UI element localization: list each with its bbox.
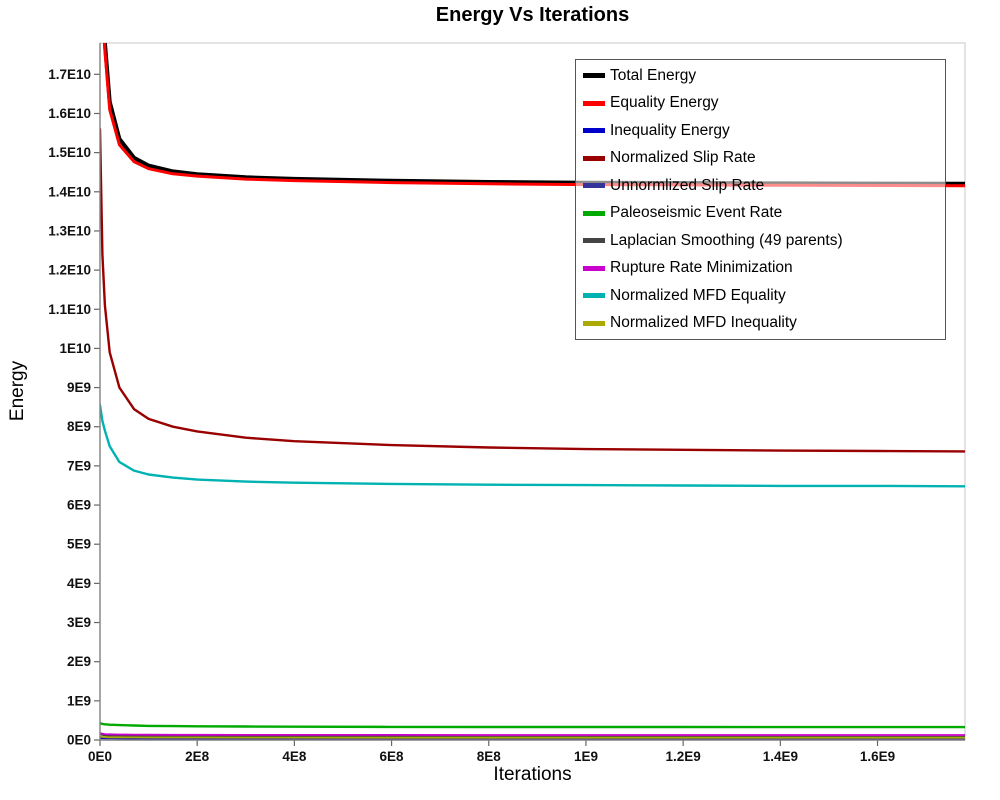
- legend-item: Total Energy: [576, 67, 945, 85]
- y-tick-label: 3E9: [67, 615, 91, 630]
- x-tick-label: 2E8: [185, 749, 210, 764]
- x-tick-label: 8E8: [477, 749, 502, 764]
- chart-title: Energy Vs Iterations: [435, 4, 630, 26]
- legend-label: Normalized MFD Equality: [610, 286, 786, 304]
- legend-label: Total Energy: [610, 66, 697, 84]
- legend-swatch: [583, 100, 605, 106]
- legend-swatch: [583, 128, 605, 134]
- legend-item: Equality Energy: [576, 94, 945, 112]
- legend-item: Normalized MFD Inequality: [576, 314, 945, 332]
- legend-swatch: [583, 155, 605, 161]
- legend-swatch: [583, 293, 605, 299]
- series-line-rupture-rate-minimization: [100, 732, 965, 736]
- x-tick-label: 6E8: [380, 749, 405, 764]
- y-tick-label: 1.3E10: [48, 223, 91, 238]
- legend-label: Normalized Slip Rate: [610, 149, 756, 167]
- legend-item: Rupture Rate Minimization: [576, 259, 945, 277]
- legend-item: Paleoseismic Event Rate: [576, 204, 945, 222]
- legend-item: Inequality Energy: [576, 122, 945, 140]
- legend-label: Normalized MFD Inequality: [610, 314, 797, 332]
- y-tick-label: 1.4E10: [48, 184, 91, 199]
- legend-item: Normalized Slip Rate: [576, 149, 945, 167]
- legend-swatch: [583, 238, 605, 244]
- y-tick-label: 1.2E10: [48, 263, 91, 278]
- legend: Total Energy Equality Energy Inequality …: [575, 59, 946, 340]
- y-tick-label: 1E10: [59, 341, 91, 356]
- legend-swatch: [583, 73, 605, 79]
- y-tick-label: 9E9: [67, 380, 91, 395]
- y-tick-label: 2E9: [67, 654, 91, 669]
- x-axis-title: Iterations: [493, 764, 572, 785]
- series-line-normalized-slip-rate: [100, 127, 965, 453]
- legend-item: Laplacian Smoothing (49 parents): [576, 232, 945, 250]
- y-tick-label: 1.6E10: [48, 106, 91, 121]
- x-tick-label: 1E9: [574, 749, 598, 764]
- x-tick-label: 0E0: [88, 749, 112, 764]
- series-line-laplacian-smoothing-49-parents: [100, 733, 965, 738]
- legend-swatch: [583, 210, 605, 216]
- legend-swatch: [583, 183, 605, 189]
- x-tick-label: 1.4E9: [763, 749, 798, 764]
- legend-label: Rupture Rate Minimization: [610, 259, 793, 277]
- x-tick-label: 1.6E9: [860, 749, 895, 764]
- y-tick-label: 6E9: [67, 498, 91, 513]
- legend-swatch: [583, 320, 605, 326]
- y-tick-label: 1.5E10: [48, 145, 91, 160]
- y-tick-label: 1.7E10: [48, 67, 91, 82]
- legend-item: Unnormlized Slip Rate: [576, 177, 945, 195]
- legend-label: Equality Energy: [610, 94, 719, 112]
- y-tick-label: 5E9: [67, 537, 91, 552]
- y-tick-label: 7E9: [67, 458, 91, 473]
- y-axis-title: Energy: [7, 360, 28, 422]
- x-tick-label: 1.2E9: [666, 749, 701, 764]
- y-tick-label: 1E9: [67, 693, 91, 708]
- series-line-paleoseismic-event-rate: [100, 722, 965, 729]
- legend-label: Unnormlized Slip Rate: [610, 176, 765, 194]
- y-tick-label: 8E9: [67, 419, 91, 434]
- x-tick-label: 4E8: [282, 749, 307, 764]
- y-tick-label: 0E0: [67, 733, 91, 748]
- y-tick-label: 1.1E10: [48, 302, 91, 317]
- legend-item: Normalized MFD Equality: [576, 287, 945, 305]
- legend-label: Laplacian Smoothing (49 parents): [610, 231, 843, 249]
- y-tick-label: 4E9: [67, 576, 91, 591]
- legend-label: Paleoseismic Event Rate: [610, 204, 783, 222]
- legend-swatch: [583, 265, 605, 271]
- series-line-normalized-mfd-equality: [100, 404, 965, 488]
- legend-label: Inequality Energy: [610, 121, 730, 139]
- series-line-normalized-mfd-inequality: [100, 735, 965, 739]
